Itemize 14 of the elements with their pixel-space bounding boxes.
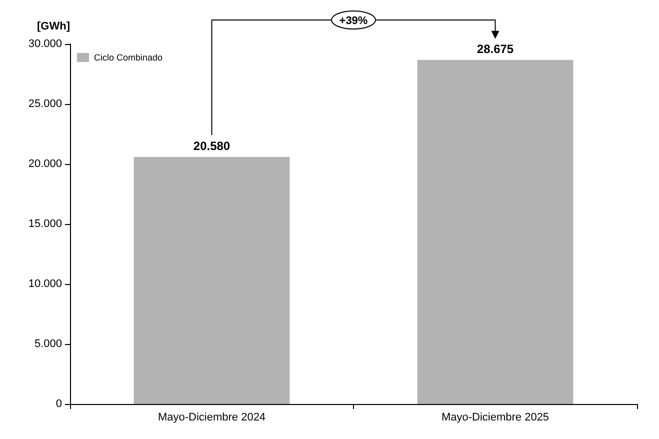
y-tick-label: 0 (56, 398, 62, 410)
y-tick-label: 10.000 (28, 278, 62, 290)
y-tick-label: 25.000 (28, 98, 62, 110)
y-tick-label: 30.000 (28, 38, 62, 50)
y-tick-label: 20.000 (28, 158, 62, 170)
legend-label: Ciclo Combinado (94, 52, 163, 62)
y-axis-title: [GWh] (37, 20, 70, 32)
y-tick-label: 15.000 (28, 218, 62, 230)
data-label: 28.675 (476, 42, 514, 56)
text: +39% (339, 15, 368, 27)
data-label: 20.580 (193, 139, 230, 154)
y-tick-label: 5.000 (34, 338, 62, 350)
x-tick-label: Mayo-Diciembre 2025 (441, 412, 550, 424)
x-tick-label: Mayo-Diciembre 2024 (158, 412, 266, 424)
